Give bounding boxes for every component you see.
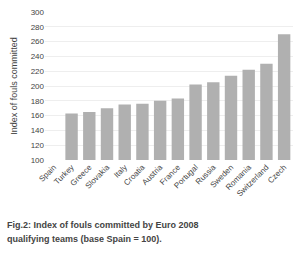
svg-text:140: 140 xyxy=(31,126,45,135)
svg-text:Sweden: Sweden xyxy=(208,163,235,190)
svg-text:200: 200 xyxy=(31,82,45,91)
svg-text:180: 180 xyxy=(31,97,45,106)
svg-text:160: 160 xyxy=(31,111,45,120)
svg-text:120: 120 xyxy=(31,141,45,150)
svg-text:Czech: Czech xyxy=(266,163,288,185)
svg-text:260: 260 xyxy=(31,37,45,46)
svg-text:Greece: Greece xyxy=(69,162,94,187)
svg-text:Romania: Romania xyxy=(224,162,253,191)
svg-text:300: 300 xyxy=(31,8,45,17)
svg-text:Fig.2: Index of fouls committe: Fig.2: Index of fouls committed by Euro … xyxy=(7,220,199,230)
svg-text:France: France xyxy=(158,162,182,186)
svg-text:Croatia: Croatia xyxy=(122,162,147,187)
svg-text:Italy: Italy xyxy=(112,163,129,180)
svg-text:Index of fouls committed: Index of fouls committed xyxy=(9,37,19,135)
svg-text:280: 280 xyxy=(31,23,45,32)
svg-text:Turkey: Turkey xyxy=(52,163,75,186)
svg-text:Switzerland: Switzerland xyxy=(235,163,271,199)
svg-text:220: 220 xyxy=(31,67,45,76)
svg-text:Austria: Austria xyxy=(140,162,164,186)
svg-text:Spain: Spain xyxy=(37,163,58,184)
svg-text:Russia: Russia xyxy=(194,162,218,186)
svg-text:Portugal: Portugal xyxy=(172,163,200,191)
svg-text:Slovakia: Slovakia xyxy=(83,162,111,190)
svg-text:240: 240 xyxy=(31,52,45,61)
svg-text:qualifying teams (base Spain =: qualifying teams (base Spain = 100). xyxy=(7,234,162,244)
svg-text:100: 100 xyxy=(31,156,45,165)
